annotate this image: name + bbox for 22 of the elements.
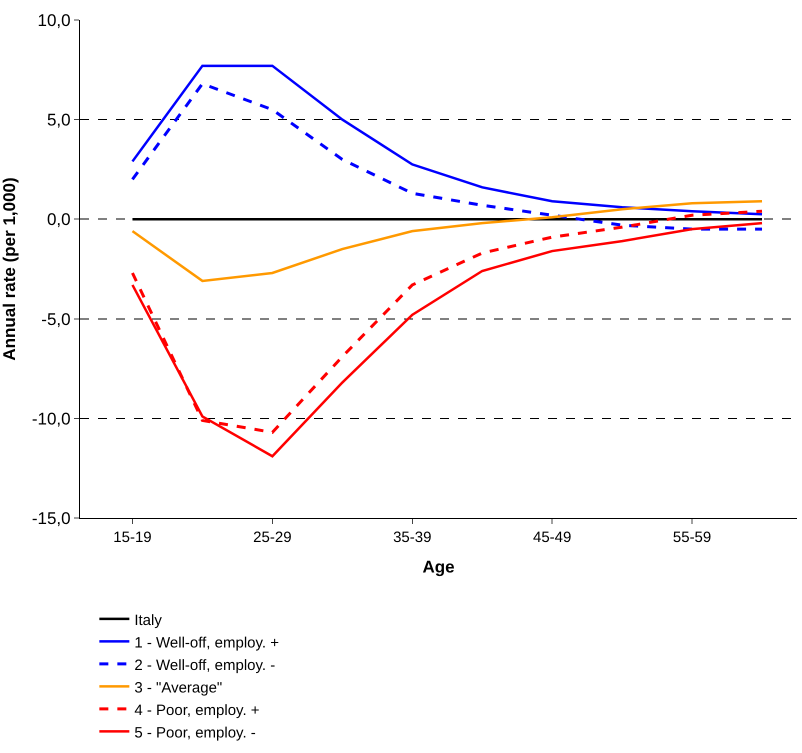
line-series xyxy=(130,82,764,231)
x-axis-title: Age xyxy=(422,557,455,576)
legend-label: 5 - Poor, employ. - xyxy=(134,724,256,742)
y-tick-label: -15,0 xyxy=(32,508,71,528)
legend-label: 2 - Well-off, employ. - xyxy=(134,656,276,674)
y-tick-label: 5,0 xyxy=(46,110,71,130)
x-tick-label: 35-39 xyxy=(393,529,432,546)
legend-label: 3 - "Average" xyxy=(134,679,222,696)
legend-label: 4 - Poor, employ. + xyxy=(134,702,260,719)
x-tick-label: 15-19 xyxy=(113,529,152,546)
x-tick-label: 25-29 xyxy=(253,529,292,546)
y-tick-label: 10,0 xyxy=(38,10,71,30)
x-tick-label: 45-49 xyxy=(532,529,572,546)
legend-label: Italy xyxy=(134,612,162,629)
y-axis-title: Annual rate (per 1,000) xyxy=(0,177,19,361)
legend-label: 1 - Well-off, employ. + xyxy=(134,634,280,652)
y-tick-label: -10,0 xyxy=(32,409,71,428)
y-tick-label: -5,0 xyxy=(41,310,71,329)
line-series xyxy=(131,200,764,282)
y-tick-label: 0,0 xyxy=(46,210,71,230)
x-tick-label: 55-59 xyxy=(672,529,712,546)
line-series xyxy=(131,64,764,216)
